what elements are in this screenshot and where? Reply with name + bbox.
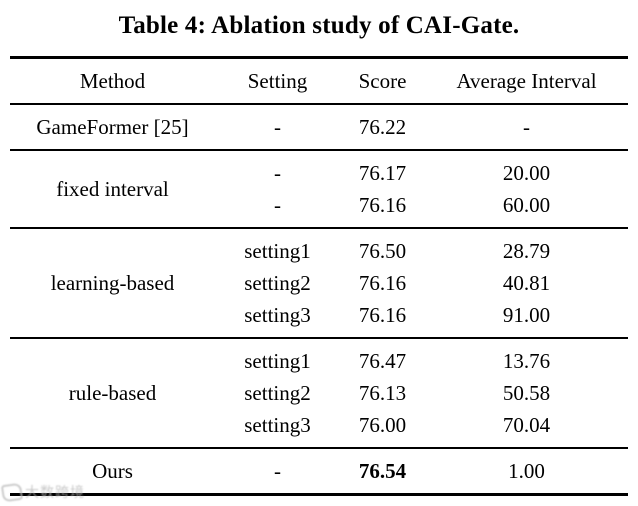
col-header-method: Method bbox=[79, 68, 146, 93]
score-cell: 76.16 bbox=[358, 302, 407, 327]
group-rule bbox=[10, 447, 628, 449]
setting-cell: setting1 bbox=[244, 238, 311, 263]
col-header-interval: Average Interval bbox=[456, 68, 597, 93]
interval-cell: 1.00 bbox=[508, 458, 545, 483]
group-rule-based: rule-based setting1 76.47 13.76 setting2… bbox=[10, 339, 628, 447]
col-header-score: Score bbox=[358, 68, 407, 93]
group-rule bbox=[10, 337, 628, 339]
table-row: setting2 76.16 40.81 bbox=[215, 267, 628, 299]
score-cell: 76.50 bbox=[358, 238, 407, 263]
score-cell: 76.16 bbox=[358, 192, 407, 217]
interval-cell: 13.76 bbox=[502, 348, 551, 373]
setting-cell: - bbox=[274, 114, 281, 139]
setting-cell: setting1 bbox=[244, 348, 311, 373]
group-ours: Ours - 76.54 1.00 bbox=[10, 449, 628, 493]
interval-cell: - bbox=[523, 114, 530, 139]
table-caption: Table 4: Ablation study of CAI-Gate. bbox=[118, 12, 520, 39]
ablation-table: Method Setting Score Average Interval Ga… bbox=[10, 56, 628, 496]
setting-cell: setting2 bbox=[244, 270, 311, 295]
group-gameformer: GameFormer [25] - 76.22 - bbox=[10, 105, 628, 149]
interval-cell: 40.81 bbox=[502, 270, 551, 295]
group-rule bbox=[10, 227, 628, 229]
score-cell: 76.16 bbox=[358, 270, 407, 295]
setting-cell: setting2 bbox=[244, 380, 311, 405]
interval-cell: 20.00 bbox=[502, 160, 551, 185]
header-row: Method Setting Score Average Interval bbox=[10, 59, 628, 103]
table-row: setting3 76.16 91.00 bbox=[215, 299, 628, 331]
table-row: setting1 76.47 13.76 bbox=[215, 345, 628, 377]
group-learning-based: learning-based setting1 76.50 28.79 sett… bbox=[10, 229, 628, 337]
score-cell: 76.00 bbox=[358, 412, 407, 437]
table-row: - 76.22 - bbox=[215, 111, 628, 143]
table-row: setting3 76.00 70.04 bbox=[215, 409, 628, 441]
setting-cell: setting3 bbox=[244, 302, 311, 327]
interval-cell: 70.04 bbox=[502, 412, 551, 437]
interval-cell: 28.79 bbox=[502, 238, 551, 263]
method-cell: GameFormer [25] bbox=[36, 114, 189, 139]
group-fixed-interval: fixed interval - 76.17 20.00 - 76.16 60.… bbox=[10, 151, 628, 227]
top-rule bbox=[10, 56, 628, 59]
table-row: setting1 76.50 28.79 bbox=[215, 235, 628, 267]
table-row: - 76.16 60.00 bbox=[215, 189, 628, 221]
table-row: - 76.17 20.00 bbox=[215, 157, 628, 189]
header-rule bbox=[10, 103, 628, 105]
score-cell: 76.47 bbox=[358, 348, 407, 373]
setting-cell: - bbox=[274, 458, 281, 483]
score-cell: 76.22 bbox=[358, 114, 407, 139]
setting-cell: setting3 bbox=[244, 412, 311, 437]
method-cell: Ours bbox=[92, 458, 133, 483]
col-header-setting: Setting bbox=[247, 68, 308, 93]
score-cell: 76.13 bbox=[358, 380, 407, 405]
setting-cell: - bbox=[274, 192, 281, 217]
setting-cell: - bbox=[274, 160, 281, 185]
bottom-rule bbox=[10, 493, 628, 496]
group-rule bbox=[10, 149, 628, 151]
table-row: setting2 76.13 50.58 bbox=[215, 377, 628, 409]
score-cell: 76.17 bbox=[358, 160, 407, 185]
interval-cell: 60.00 bbox=[502, 192, 551, 217]
interval-cell: 91.00 bbox=[502, 302, 551, 327]
table-row: - 76.54 1.00 bbox=[215, 455, 628, 487]
score-cell: 76.54 bbox=[358, 458, 407, 483]
method-cell: learning-based bbox=[50, 270, 175, 295]
method-cell: fixed interval bbox=[56, 176, 169, 201]
interval-cell: 50.58 bbox=[502, 380, 551, 405]
method-cell: rule-based bbox=[68, 380, 157, 405]
